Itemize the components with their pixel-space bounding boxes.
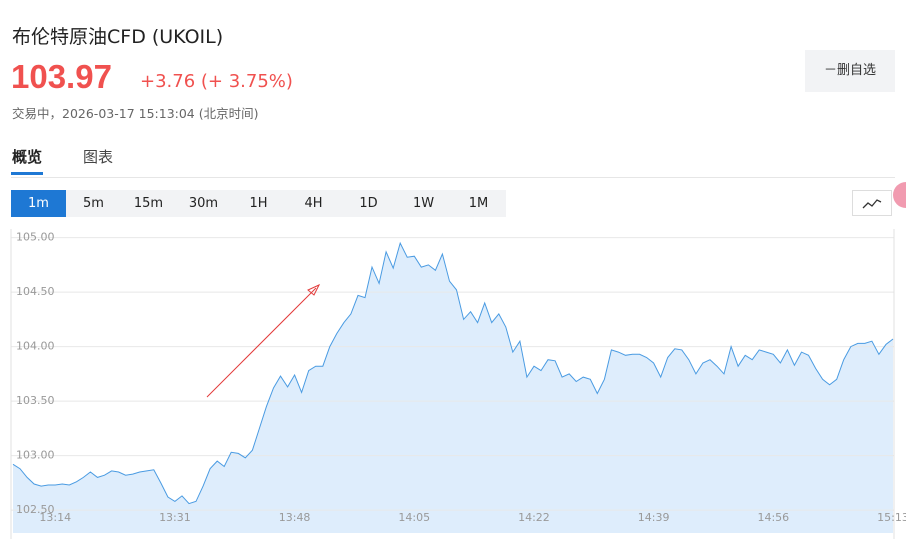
price-line bbox=[12, 241, 894, 505]
y-tick-label: 105.00 bbox=[16, 231, 55, 244]
chart-type-button[interactable] bbox=[852, 190, 892, 216]
interval-button[interactable]: 1H bbox=[249, 196, 268, 211]
x-tick-label: 14:22 bbox=[518, 511, 550, 524]
annotation-arrow bbox=[206, 287, 317, 398]
annotation-arrowhead bbox=[307, 283, 321, 296]
price: 103.97 bbox=[11, 58, 112, 95]
tab[interactable]: 概览 bbox=[12, 148, 43, 166]
y-tick-label: 103.50 bbox=[16, 394, 55, 407]
watchlist-button[interactable]: －删自选 bbox=[805, 50, 895, 92]
interval-button[interactable]: 1D bbox=[359, 196, 378, 211]
price-change: +3.76 (+ 3.75%) bbox=[140, 71, 293, 92]
y-tick-label: 104.50 bbox=[16, 285, 55, 298]
instrument-title: 布伦特原油CFD (UKOIL) bbox=[12, 26, 224, 48]
interval-button[interactable]: 1M bbox=[468, 196, 489, 211]
y-tick-label: 104.00 bbox=[16, 340, 55, 353]
interval-button[interactable]: 30m bbox=[188, 196, 219, 211]
y-tick-label: 103.00 bbox=[16, 449, 55, 462]
icon-line bbox=[862, 199, 882, 209]
x-tick-label: 14:39 bbox=[638, 511, 670, 524]
separator bbox=[11, 177, 895, 178]
x-tick-label: 13:48 bbox=[279, 511, 311, 524]
y-tick-label: 102.50 bbox=[16, 503, 55, 516]
tab[interactable]: 图表 bbox=[83, 148, 114, 166]
chart-type-icon bbox=[862, 199, 882, 209]
area-fill bbox=[13, 243, 893, 533]
interval-button[interactable]: 15m bbox=[133, 196, 164, 211]
interval-button[interactable]: 4H bbox=[304, 196, 323, 211]
x-tick-label: 14:56 bbox=[757, 511, 789, 524]
x-tick-label: 13:14 bbox=[39, 511, 71, 524]
tab-indicator bbox=[11, 172, 43, 175]
interval-button[interactable]: 1W bbox=[412, 196, 435, 211]
x-tick-label: 15:13 bbox=[877, 511, 906, 524]
interval-button[interactable]: 5m bbox=[83, 196, 104, 211]
interval-button[interactable]: 1m bbox=[11, 190, 66, 217]
x-tick-label: 14:05 bbox=[398, 511, 430, 524]
float-button[interactable] bbox=[893, 182, 906, 208]
x-tick-label: 13:31 bbox=[159, 511, 191, 524]
trade-status: 交易中，2026-03-17 15:13:04 (北京时间) bbox=[12, 106, 259, 121]
interval-bar: 1m 5m 15m 30m 1H 4H 1D 1W 1M bbox=[11, 190, 506, 217]
